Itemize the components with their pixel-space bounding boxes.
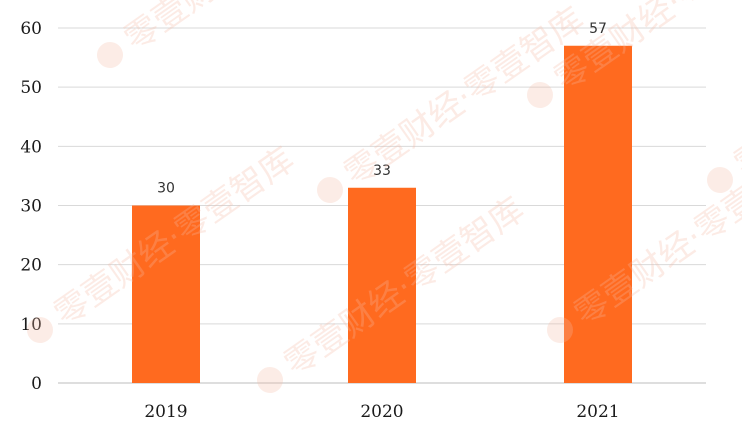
data-label: 30 bbox=[157, 181, 175, 197]
x-tick-label: 2020 bbox=[360, 402, 403, 422]
labels-layer: 0 10 20 30 40 50 60 30 2019 33 2020 57 2021 bbox=[20, 19, 619, 422]
y-tick-label: 30 bbox=[20, 197, 42, 217]
watermark-logo-icon bbox=[317, 177, 343, 203]
watermark-logo-icon bbox=[27, 317, 53, 343]
watermark: 零壹财经·零壹智库 bbox=[317, 0, 592, 203]
y-tick-label: 10 bbox=[20, 315, 42, 335]
bar bbox=[564, 45, 632, 383]
bar bbox=[132, 205, 200, 383]
watermark-text: 零壹财经·零壹智库 bbox=[727, 0, 742, 185]
watermark-logo-icon bbox=[527, 82, 553, 108]
y-tick-label: 60 bbox=[20, 19, 42, 39]
data-label: 33 bbox=[373, 163, 391, 179]
bars-layer bbox=[132, 45, 632, 383]
watermark-logo-icon bbox=[257, 367, 283, 393]
y-tick-label: 50 bbox=[20, 78, 42, 98]
watermark-logo-icon bbox=[547, 317, 573, 343]
y-tick-label: 20 bbox=[20, 256, 42, 276]
watermark: 零壹财经·零壹智库 bbox=[707, 0, 742, 193]
y-tick-label: 0 bbox=[31, 374, 42, 394]
watermark-text: 零壹财经·零壹智库 bbox=[337, 0, 592, 195]
y-tick-label: 40 bbox=[20, 137, 42, 157]
bar bbox=[348, 187, 416, 383]
data-label: 57 bbox=[589, 21, 607, 37]
watermark: 零壹财经·零壹智库 bbox=[97, 0, 372, 68]
watermark-logo-icon bbox=[97, 42, 123, 68]
watermark-text: 零壹财经·零壹智库 bbox=[117, 0, 372, 60]
x-tick-label: 2021 bbox=[576, 402, 619, 422]
x-tick-label: 2019 bbox=[144, 402, 187, 422]
watermark-logo-icon bbox=[707, 167, 733, 193]
